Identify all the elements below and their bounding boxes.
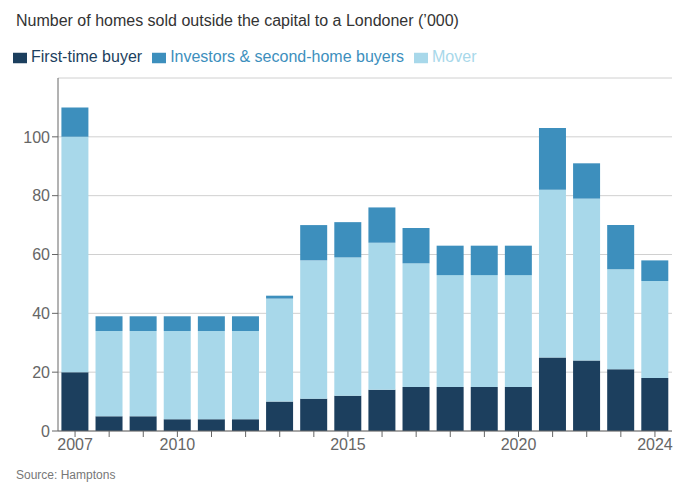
html-text:Mover: Mover (432, 48, 477, 65)
svg-text:40: 40 (32, 305, 50, 322)
svg-text:20: 20 (32, 364, 50, 381)
html-text:Source: Hamptons: Source: Hamptons (16, 468, 116, 482)
html-text:First-time buyer: First-time buyer (31, 48, 143, 65)
svg-text:80: 80 (32, 187, 50, 204)
svg-text:100: 100 (23, 129, 50, 146)
svg-text:2024: 2024 (637, 436, 673, 453)
html-text:Investors & second-home buyers: Investors & second-home buyers (170, 48, 404, 65)
html-text:Number of homes sold outside t: Number of homes sold outside the capital… (16, 12, 459, 29)
svg-text:2015: 2015 (330, 436, 366, 453)
svg-text:2010: 2010 (160, 436, 196, 453)
svg-text:2020: 2020 (501, 436, 537, 453)
svg-text:60: 60 (32, 246, 50, 263)
svg-text:2007: 2007 (57, 436, 93, 453)
svg-text:0: 0 (41, 423, 50, 440)
